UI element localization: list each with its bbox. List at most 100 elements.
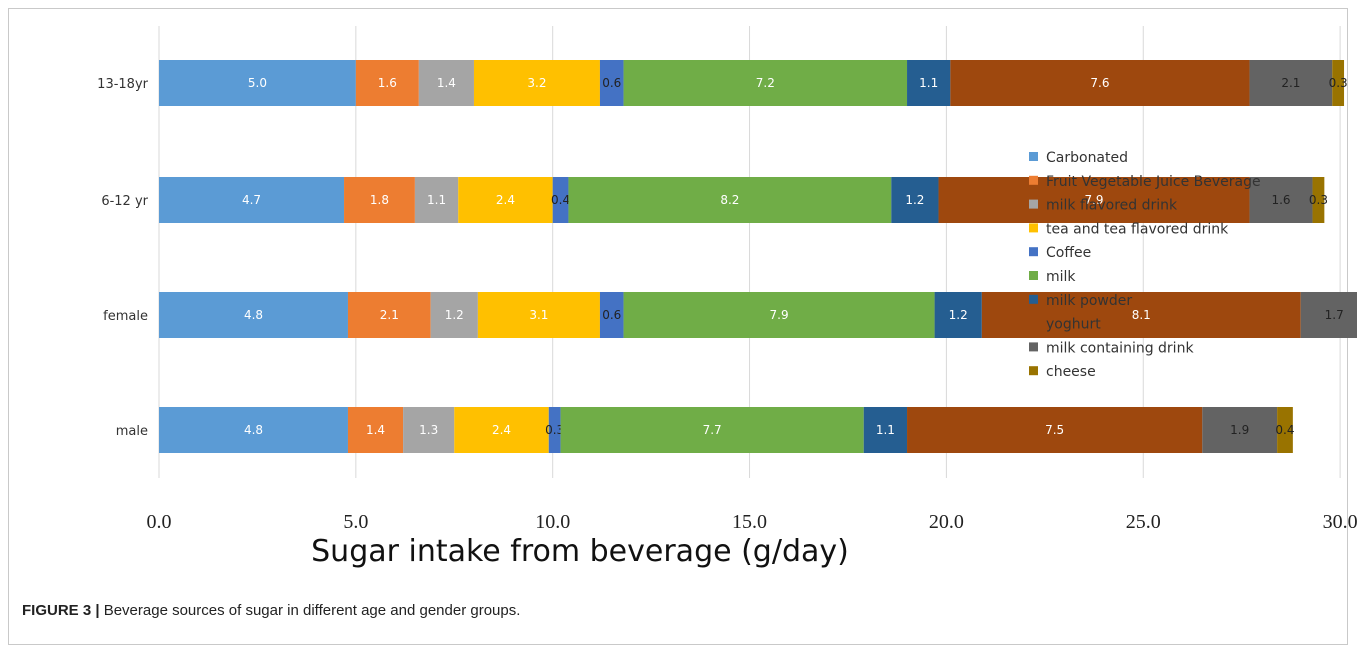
legend-entry: Fruit Vegetable Juice Beverage bbox=[1046, 174, 1261, 190]
bar-segment bbox=[414, 177, 459, 223]
bar-segment bbox=[907, 60, 951, 106]
bar-segment bbox=[599, 60, 624, 106]
bar-segment bbox=[1300, 292, 1357, 338]
bar-segment bbox=[1312, 177, 1325, 223]
y-tick-labels: 13-18yr 6-12 yr female male bbox=[97, 77, 148, 439]
data-label: 4.8 bbox=[244, 423, 263, 437]
data-label: 7.9 bbox=[770, 308, 789, 322]
bar-segment bbox=[950, 60, 1250, 106]
bar-segment bbox=[623, 60, 908, 106]
data-label: 1.6 bbox=[1271, 193, 1290, 207]
legend-entry: milk bbox=[1046, 269, 1076, 285]
bar-segment bbox=[347, 292, 431, 338]
data-label: 1.2 bbox=[445, 308, 464, 322]
data-label: 5.0 bbox=[248, 76, 267, 90]
y-tick-label: 13-18yr bbox=[97, 77, 148, 92]
data-label: 1.9 bbox=[1230, 423, 1249, 437]
figure-caption: FIGURE 3 | Beverage sources of sugar in … bbox=[22, 602, 520, 619]
data-label: 0.6 bbox=[602, 308, 621, 322]
data-label: 1.8 bbox=[370, 193, 389, 207]
bar-segment bbox=[355, 60, 419, 106]
bar-segment bbox=[568, 177, 892, 223]
bar-segment bbox=[1249, 177, 1313, 223]
bars: 5.0 1.6 1.4 3.2 0.6 7.2 1.1 7.6 2.1 0.3 4.7 1.8 1.1 2… bbox=[159, 60, 1357, 453]
bar-segment bbox=[344, 177, 415, 223]
bar-segment bbox=[599, 292, 624, 338]
bar-segment bbox=[159, 407, 348, 453]
legend: Carbonated Fruit Vegetable Juice Beverage… bbox=[1029, 150, 1261, 380]
data-label: 1.2 bbox=[949, 308, 968, 322]
data-label: 2.1 bbox=[1281, 76, 1300, 90]
data-label: 4.8 bbox=[244, 308, 263, 322]
bar-segment bbox=[1202, 407, 1278, 453]
bar-segment bbox=[159, 60, 356, 106]
data-label: 0.4 bbox=[1275, 423, 1294, 437]
x-tick-label: 0.0 bbox=[147, 511, 172, 533]
bar-segment bbox=[347, 407, 404, 453]
data-label: 3.2 bbox=[527, 76, 546, 90]
data-label: 1.1 bbox=[427, 193, 446, 207]
bar-segment bbox=[938, 177, 1250, 223]
data-label: 1.1 bbox=[919, 76, 938, 90]
y-tick-label: 6-12 yr bbox=[101, 194, 148, 209]
bar-segment bbox=[907, 407, 1203, 453]
bar-segment bbox=[552, 177, 569, 223]
data-label: 0.3 bbox=[545, 423, 564, 437]
legend-swatch bbox=[1029, 342, 1038, 352]
bar-segment bbox=[1277, 407, 1293, 453]
data-label: 1.3 bbox=[419, 423, 438, 437]
legend-entry: milk containing drink bbox=[1046, 340, 1194, 356]
data-label: 7.6 bbox=[1090, 76, 1109, 90]
x-tick-label: 15.0 bbox=[732, 511, 767, 533]
data-label: 2.4 bbox=[496, 193, 515, 207]
data-label: 0.3 bbox=[1329, 76, 1348, 90]
data-label: 0.4 bbox=[551, 193, 570, 207]
x-tick-labels: 0.05.010.015.020.025.030.035.0 bbox=[147, 511, 1357, 533]
data-label: 0.6 bbox=[602, 76, 621, 90]
data-label: 1.4 bbox=[366, 423, 385, 437]
legend-entry: yoghurt bbox=[1046, 317, 1101, 333]
legend-swatch bbox=[1029, 223, 1038, 233]
data-label: 4.7 bbox=[242, 193, 261, 207]
data-label: 1.2 bbox=[905, 193, 924, 207]
x-tick-label: 25.0 bbox=[1126, 511, 1161, 533]
data-label: 1.7 bbox=[1325, 308, 1344, 322]
data-label: 8.2 bbox=[720, 193, 739, 207]
data-label: 7.7 bbox=[703, 423, 722, 437]
caption-text: Beverage sources of sugar in different a… bbox=[99, 602, 521, 619]
legend-swatch bbox=[1029, 294, 1038, 304]
x-tick-label: 20.0 bbox=[929, 511, 964, 533]
data-label: 7.9 bbox=[1084, 193, 1103, 207]
data-label: 2.4 bbox=[492, 423, 511, 437]
bar-segment bbox=[623, 292, 935, 338]
data-label: 0.3 bbox=[1309, 193, 1328, 207]
legend-swatch bbox=[1029, 199, 1038, 209]
data-label: 3.1 bbox=[529, 308, 548, 322]
x-axis-label: Sugar intake from beverage (g/day) bbox=[311, 534, 849, 569]
bar-segment bbox=[430, 292, 478, 338]
bar-segment bbox=[159, 177, 345, 223]
legend-entry: milk powder bbox=[1046, 293, 1132, 309]
legend-entry: milk flavored drink bbox=[1046, 198, 1178, 214]
data-label: 8.1 bbox=[1132, 308, 1151, 322]
legend-entry: Carbonated bbox=[1046, 150, 1128, 166]
data-label: 1.1 bbox=[876, 423, 895, 437]
y-tick-label: female bbox=[103, 309, 148, 324]
bar-segment bbox=[548, 407, 561, 453]
legend-entry: cheese bbox=[1046, 364, 1096, 380]
data-label: 1.4 bbox=[437, 76, 456, 90]
bar-segment bbox=[863, 407, 908, 453]
x-tick-label: 30.0 bbox=[1323, 511, 1357, 533]
bar-segment bbox=[159, 292, 348, 338]
bar-segment bbox=[477, 292, 600, 338]
data-label: 2.1 bbox=[380, 308, 399, 322]
caption-label: FIGURE 3 | bbox=[22, 602, 100, 619]
legend-swatch bbox=[1029, 152, 1038, 161]
bar-segment bbox=[454, 407, 549, 453]
data-label: 7.5 bbox=[1045, 423, 1064, 437]
bar-segment bbox=[934, 292, 982, 338]
x-tick-label: 10.0 bbox=[535, 511, 570, 533]
bar-segment bbox=[418, 60, 474, 106]
legend-swatch bbox=[1029, 247, 1038, 257]
